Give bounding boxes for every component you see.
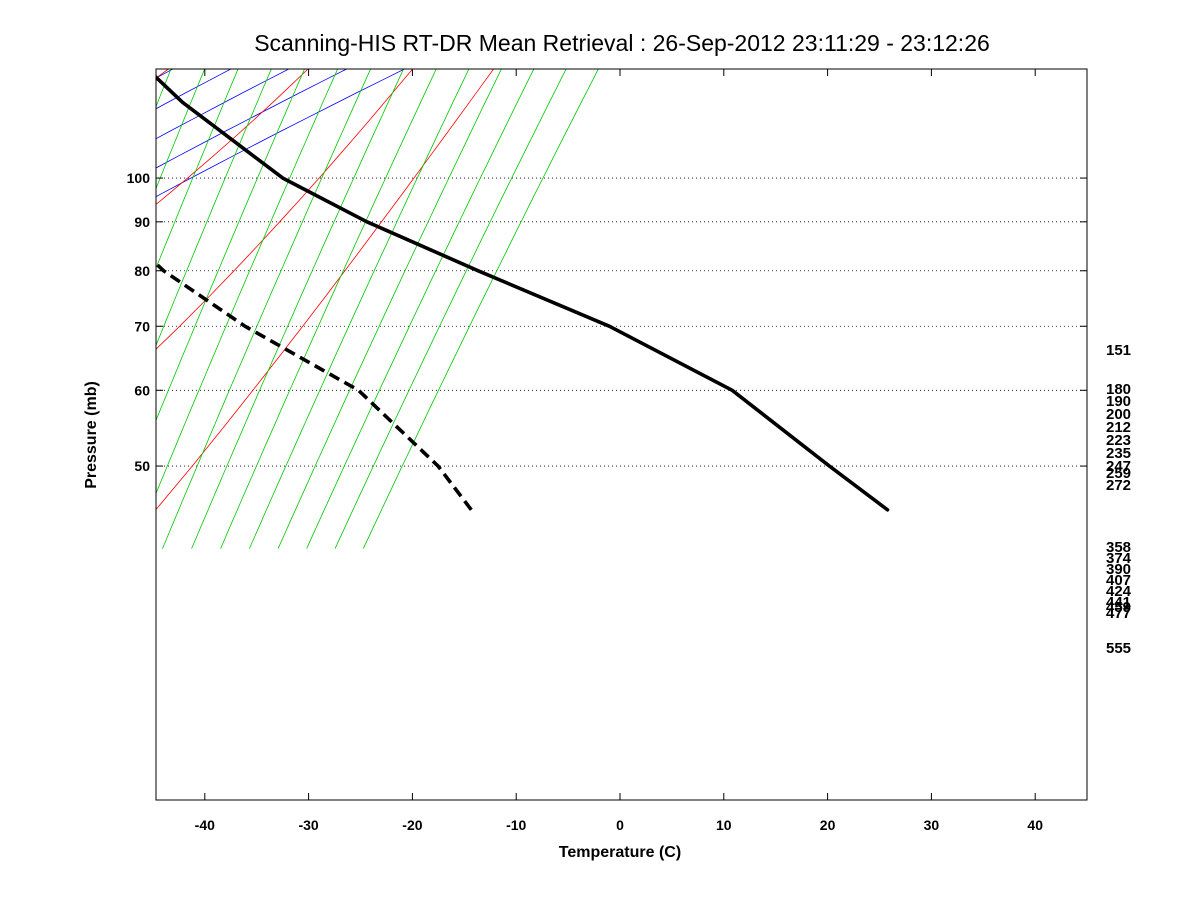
x-axis-label: Temperature (C)	[559, 844, 681, 861]
right-annotation-label: 180	[1106, 381, 1131, 398]
right-annotation-label: 212	[1106, 419, 1131, 436]
mixing-ratio-line	[334, 69, 567, 549]
right-annotation-label: 200	[1106, 406, 1131, 423]
mixing-ratio-line	[306, 69, 535, 549]
x-tick-label: 10	[716, 817, 732, 833]
x-axis-ticks: -40 -30 -20 -10 0 10 20 30 40	[195, 69, 1043, 833]
x-tick-label: 0	[616, 817, 624, 833]
y-tick-label: 70	[134, 318, 150, 334]
mixing-ratio-line	[156, 69, 305, 422]
right-annotation-label: 374	[1106, 550, 1132, 567]
y-tick-label: 60	[134, 382, 150, 398]
mixing-ratio-line	[362, 69, 599, 549]
y-tick-label: 90	[134, 214, 150, 230]
mixing-ratio-line	[156, 69, 339, 495]
temperature-profile-line	[156, 74, 890, 512]
y-axis-label: Pressure (mb)	[83, 381, 100, 489]
x-tick-label: -30	[298, 817, 318, 833]
right-annotation-label: 407	[1106, 572, 1131, 589]
right-annotation-label: 190	[1106, 393, 1131, 410]
data-series	[156, 74, 890, 512]
mixing-ratio-line	[277, 69, 502, 549]
y-tick-label: 100	[127, 170, 151, 186]
x-tick-label: -10	[506, 817, 526, 833]
x-tick-label: 40	[1027, 817, 1043, 833]
x-tick-label: 20	[820, 817, 836, 833]
right-annotation-label: 272	[1106, 477, 1131, 494]
y-tick-label: 80	[134, 263, 150, 279]
plot-frame	[155, 68, 1088, 801]
right-annotation-label: 358	[1106, 539, 1131, 556]
mixing-ratio-line	[156, 69, 272, 347]
mixing-ratio-line	[191, 69, 404, 549]
right-annotation-label: 223	[1106, 432, 1131, 449]
chart-title: Scanning-HIS RT-DR Mean Retrieval : 26-S…	[254, 30, 990, 56]
right-annotation-label: 247	[1106, 458, 1131, 475]
right-annotation-label: 235	[1106, 445, 1131, 462]
right-annotation-label: 459	[1106, 599, 1131, 616]
right-annotation-label: 441	[1106, 594, 1131, 611]
x-tick-label: -20	[402, 817, 422, 833]
right-annotation-label: 259	[1106, 465, 1131, 482]
right-annotation-label: 390	[1106, 561, 1131, 578]
y-axis-ticks: 5060708090100200300400500600700800900100…	[127, 170, 1087, 474]
x-tick-label: 30	[924, 817, 940, 833]
right-annotation-label: 424	[1106, 583, 1132, 600]
x-tick-label: -40	[195, 817, 215, 833]
mixing-ratio-line	[220, 69, 437, 549]
right-annotations: 1511801902002122232352472592723583743904…	[1106, 342, 1132, 657]
background-lines	[156, 69, 599, 549]
right-annotation-label: 555	[1106, 640, 1131, 657]
right-annotation-label: 477	[1106, 605, 1131, 622]
right-annotation-label: 151	[1106, 342, 1131, 359]
y-tick-label: 50	[134, 458, 150, 474]
mixing-ratio-line	[162, 69, 372, 549]
mixing-ratio-line	[249, 69, 470, 549]
